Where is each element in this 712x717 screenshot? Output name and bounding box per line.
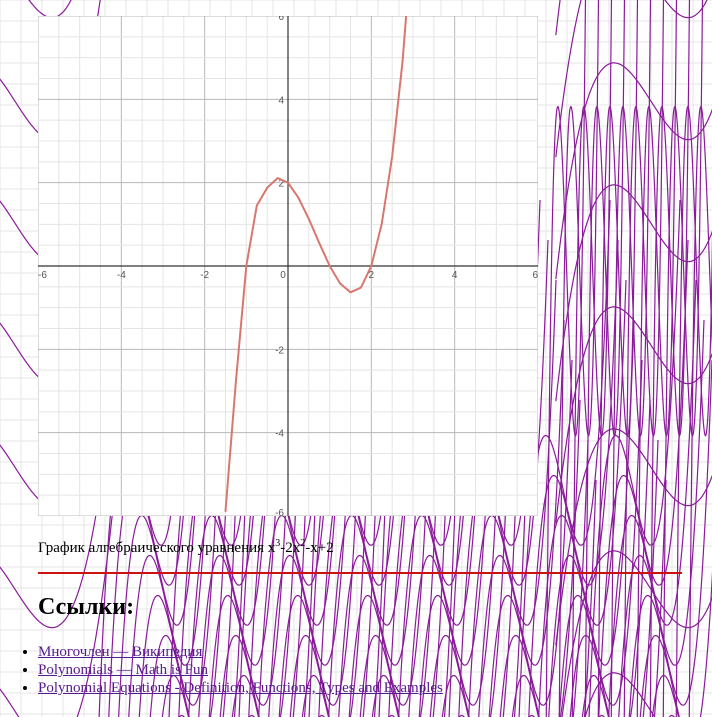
reference-link-wikipedia[interactable]: Многочлен — Википедия — [38, 644, 203, 660]
polynomial-graph: -6 -4 -2 0 2 4 6 6 4 2 -2 -4 -6 — [38, 16, 538, 516]
reference-item: Многочлен — Википедия — [38, 643, 443, 661]
reference-item: Polynomials — Math is Fun — [38, 661, 443, 679]
y-tick-label: 6 — [278, 16, 284, 23]
x-tick-label: 4 — [452, 270, 458, 281]
x-tick-label: -2 — [200, 270, 209, 281]
graph-canvas: -6 -4 -2 0 2 4 6 6 4 2 -2 -4 -6 — [38, 16, 538, 516]
x-tick-label: -4 — [117, 270, 126, 281]
x-tick-label: 2 — [369, 270, 375, 281]
y-tick-label: 4 — [278, 95, 284, 106]
y-tick-label: -6 — [275, 508, 284, 516]
caption-suffix: -x+2 — [305, 540, 334, 556]
y-tick-label: -2 — [275, 345, 284, 356]
caption-exponent-3: 3 — [275, 538, 281, 549]
caption-middle: -2x — [280, 540, 301, 556]
x-tick-label: -6 — [38, 270, 47, 281]
y-tick-label: -4 — [275, 429, 284, 440]
reference-link-polynomial-equations[interactable]: Polynomial Equations - Definition, Funct… — [38, 680, 443, 696]
x-tick-label: 0 — [280, 270, 286, 281]
section-divider — [38, 572, 682, 574]
x-tick-label: 6 — [532, 270, 538, 281]
reference-item: Polynomial Equations - Definition, Funct… — [38, 679, 443, 697]
reference-link-mathisfun[interactable]: Polynomials — Math is Fun — [38, 662, 209, 678]
y-tick-label: 2 — [278, 179, 284, 190]
series-line-0 — [224, 16, 408, 512]
caption-exponent-2: 2 — [300, 538, 306, 549]
graph-caption: График алгебраического уравнения x3-2x2-… — [38, 538, 334, 557]
caption-prefix: График алгебраического уравнения x — [38, 540, 276, 556]
references-list: Многочлен — Википедия Polynomials — Math… — [38, 643, 443, 697]
references-heading: Ссылки: — [38, 594, 135, 620]
